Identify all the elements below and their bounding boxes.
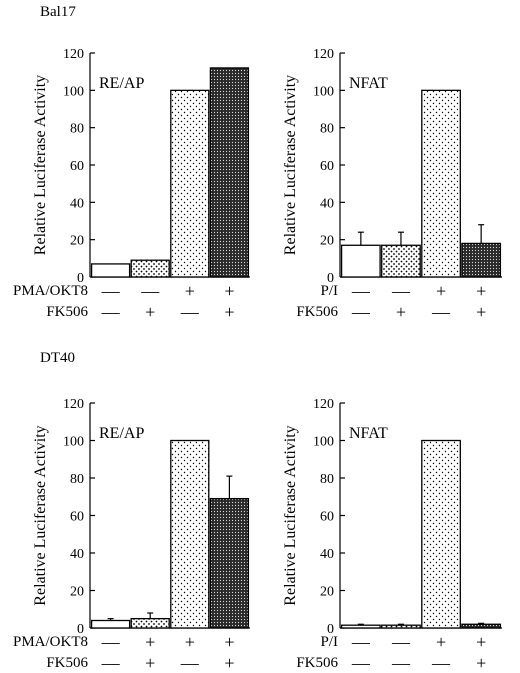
y-tick-label: 20 — [320, 585, 334, 600]
y-tick-label: 120 — [313, 47, 334, 62]
y-tick-label: 100 — [63, 84, 84, 99]
chart-panel-dt40-reap: 0 20 40 60 80 100 120 Relative Luciferase Activ… — [13, 397, 250, 673]
y-tick-label: 60 — [320, 159, 334, 174]
y-tick-label: 20 — [70, 234, 84, 249]
y-tick-label: 100 — [313, 84, 334, 99]
treatment-sign: — — [391, 632, 411, 652]
treatment-sign: + — [476, 653, 486, 673]
treatment-label: P/I — [320, 283, 338, 299]
treatment-sign: — — [101, 632, 121, 652]
bar — [461, 623, 502, 629]
treatment-sign: — — [101, 653, 121, 673]
bar — [209, 497, 250, 629]
treatment-label: PMA/OKT8 — [13, 283, 88, 299]
y-tick-label: 60 — [70, 510, 84, 525]
chart-panel-dt40-nfat: 0 20 40 60 80 100 120 Relative Luciferase Activ… — [282, 397, 502, 673]
y-tick-label: 80 — [320, 122, 334, 137]
treatment-sign: — — [351, 302, 371, 322]
treatment-sign: — — [351, 653, 371, 673]
bar — [340, 624, 381, 629]
treatment-sign: + — [185, 281, 195, 301]
y-tick-label: 100 — [63, 435, 84, 450]
panel-title: RE/AP — [99, 75, 144, 92]
treatment-sign: — — [431, 653, 451, 673]
y-tick-label: 100 — [313, 435, 334, 450]
y-tick-label: 120 — [63, 397, 84, 412]
y-tick-label: 0 — [327, 622, 334, 637]
y-tick-label: 80 — [70, 472, 84, 487]
treatment-sign: — — [431, 302, 451, 322]
treatment-sign: — — [180, 653, 200, 673]
bar — [340, 244, 381, 278]
panel-title: NFAT — [349, 425, 388, 442]
treatment-label: FK506 — [46, 655, 88, 671]
y-tick-label: 40 — [70, 547, 84, 562]
bar — [130, 259, 170, 278]
y-tick-label: 20 — [320, 234, 334, 249]
bar — [421, 89, 461, 278]
treatment-sign: — — [391, 281, 411, 301]
treatment-sign: + — [396, 302, 406, 322]
treatment-sign: — — [391, 653, 411, 673]
treatment-label: FK506 — [46, 304, 88, 320]
y-tick-label: 120 — [313, 397, 334, 412]
bar — [381, 624, 421, 629]
bar — [90, 263, 131, 278]
y-axis-label: Relative Luciferase Activity — [282, 75, 299, 255]
y-tick-label: 0 — [327, 271, 334, 286]
y-tick-label: 0 — [77, 622, 84, 637]
treatment-sign: — — [180, 302, 200, 322]
treatment-label: P/I — [320, 634, 338, 650]
y-tick-label: 40 — [320, 547, 334, 562]
treatment-label: FK506 — [296, 655, 338, 671]
bar — [90, 619, 131, 629]
treatment-sign: — — [140, 281, 160, 301]
treatment-sign: + — [476, 302, 486, 322]
treatment-sign: + — [224, 281, 234, 301]
y-axis-label: Relative Luciferase Activity — [32, 75, 49, 255]
y-tick-label: 120 — [63, 47, 84, 62]
treatment-sign: + — [436, 281, 446, 301]
y-tick-label: 20 — [70, 585, 84, 600]
treatment-sign: + — [476, 632, 486, 652]
treatment-sign: + — [224, 653, 234, 673]
treatment-sign: — — [351, 281, 371, 301]
y-tick-label: 0 — [77, 271, 84, 286]
treatment-sign: — — [101, 302, 121, 322]
treatment-sign: + — [145, 302, 155, 322]
bar — [130, 617, 170, 629]
treatment-sign: + — [145, 632, 155, 652]
cell-line-label-dt40: DT40 — [40, 350, 75, 366]
treatment-sign: + — [224, 302, 234, 322]
treatment-sign: + — [145, 653, 155, 673]
bar — [170, 89, 210, 278]
y-tick-label: 80 — [70, 122, 84, 137]
treatment-sign: — — [101, 281, 121, 301]
treatment-sign: + — [185, 632, 195, 652]
chart-panel-bal17-nfat: 0 20 40 60 80 100 120 Relative Luciferase Activ… — [282, 47, 502, 322]
bar — [421, 439, 461, 629]
treatment-sign: — — [351, 632, 371, 652]
treatment-label: PMA/OKT8 — [13, 634, 88, 650]
panel-title: NFAT — [349, 75, 388, 92]
panel-title: RE/AP — [99, 425, 144, 442]
y-axis-label: Relative Luciferase Activity — [282, 425, 299, 605]
y-tick-label: 80 — [320, 472, 334, 487]
treatment-sign: + — [476, 281, 486, 301]
y-tick-label: 60 — [70, 159, 84, 174]
y-tick-label: 60 — [320, 510, 334, 525]
treatment-label: FK506 — [296, 304, 338, 320]
y-tick-label: 40 — [70, 196, 84, 211]
cell-line-label-bal17: Bal17 — [40, 4, 76, 20]
bar — [209, 67, 250, 278]
chart-panel-bal17-reap: 0 20 40 60 80 100 120 Relative Luciferase Activ… — [13, 47, 250, 322]
bar — [170, 439, 210, 629]
treatment-sign: + — [436, 632, 446, 652]
bar — [461, 242, 502, 278]
bar — [381, 244, 421, 278]
treatment-sign: + — [224, 632, 234, 652]
y-tick-label: 40 — [320, 196, 334, 211]
y-axis-label: Relative Luciferase Activity — [32, 425, 49, 605]
